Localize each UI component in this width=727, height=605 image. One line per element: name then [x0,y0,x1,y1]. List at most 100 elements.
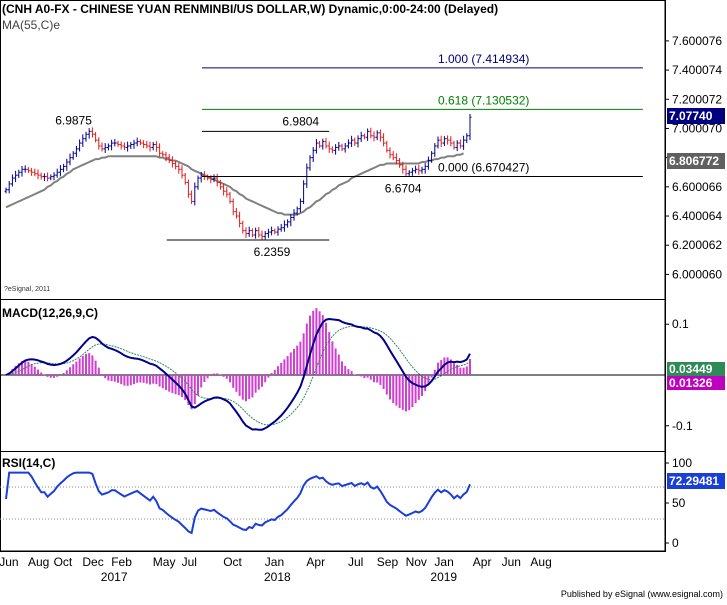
price-bar [417,164,421,175]
price-bar [186,179,190,198]
price-bar [382,133,386,147]
price-bar [305,163,309,188]
price-bar [343,143,347,153]
price-bar [234,208,238,219]
price-bar [302,180,306,204]
price-bar [106,143,110,151]
pane-border-2 [0,451,666,552]
watermark-text: ?eSignal, 2011 [4,286,51,293]
rsi-tick-label: 0 [672,536,679,550]
rsi-tick-label: 100 [672,456,692,470]
price-bar [356,135,360,148]
x-tick-label: Apr [306,555,325,569]
price-bar [151,141,155,151]
price-bar [119,141,123,150]
price-bar [180,165,184,179]
price-bar [247,226,251,237]
price-bar [228,191,232,204]
price-bar [446,135,450,145]
price-bar [407,170,411,176]
price-bar [132,139,136,149]
price-bar [308,155,312,171]
price-bar [49,174,53,181]
x-tick-label: Jul [182,555,197,569]
price-bar [257,226,261,238]
price-bar [170,156,174,168]
x-year-label: 2017 [101,570,128,584]
price-bar [58,164,62,177]
price-annotation: 6.9804 [282,114,319,128]
price-bar [158,143,162,157]
price-bar [20,166,24,177]
x-year-label: 2018 [264,570,291,584]
rsi-tick-label: 50 [672,496,686,510]
price-bar [420,166,424,174]
price-bar [452,140,456,150]
price-bar [10,174,14,187]
price-bar [263,230,267,240]
price-bar [113,139,117,147]
price-bar [273,228,277,235]
price-bar [270,226,274,236]
footer-credit: Published by eSignal (www.esignal.com) [560,589,723,599]
price-bar [260,230,264,241]
price-bar [174,160,178,170]
price-bar [388,147,392,159]
price-bar [7,181,11,194]
x-tick-label: Apr [473,555,492,569]
x-tick-label: May [153,555,176,569]
price-bar [145,140,149,149]
price-bar [23,165,27,173]
price-bar [126,141,130,152]
price-bar [244,227,248,238]
x-tick-label: Sep [377,555,399,569]
price-bar [465,133,469,144]
price-bar [222,183,226,196]
price-bar [161,151,165,157]
price-bar [433,143,437,157]
price-bar [404,165,408,177]
macd-line [5,317,471,431]
price-bar [36,169,40,180]
price-bar [71,151,75,160]
level-label: 1.000 (7.414934) [438,52,529,66]
price-bar [449,136,453,147]
price-bar [286,219,290,228]
price-bar [359,131,363,142]
price-bar [327,141,331,153]
price-bar [55,168,59,178]
x-tick-label: Jul [348,555,363,569]
price-bar [266,228,270,238]
price-bar [42,173,46,181]
price-bar [346,139,350,149]
price-bar [46,172,50,182]
price-bar [298,198,302,213]
price-bar [84,131,88,142]
price-bar [193,182,197,206]
price-bar [154,141,158,152]
x-tick-label: Dec [82,555,103,569]
x-tick-label: Oct [223,555,242,569]
price-bar [4,187,8,194]
price-tick-label: 7.000070 [672,121,722,135]
price-bar [318,140,322,149]
price-bar [129,141,133,149]
price-bar [462,135,466,150]
price-bar [14,170,18,183]
x-tick-label: Nov [406,555,427,569]
price-bar [33,168,37,177]
rsi-last-tag: 72.29481 [667,473,725,489]
x-tick-label: Oct [54,555,73,569]
price-bar [177,163,181,174]
price-bar [334,144,338,155]
price-bar [414,165,418,174]
macd-tick-label: 0.1 [672,317,689,331]
price-bar [276,226,280,236]
price-bar [292,209,296,221]
price-bar [436,136,440,149]
price-tick-label: 6.600066 [672,180,722,194]
price-bar [362,133,366,140]
price-bar [17,169,21,179]
price-bar [65,158,69,171]
